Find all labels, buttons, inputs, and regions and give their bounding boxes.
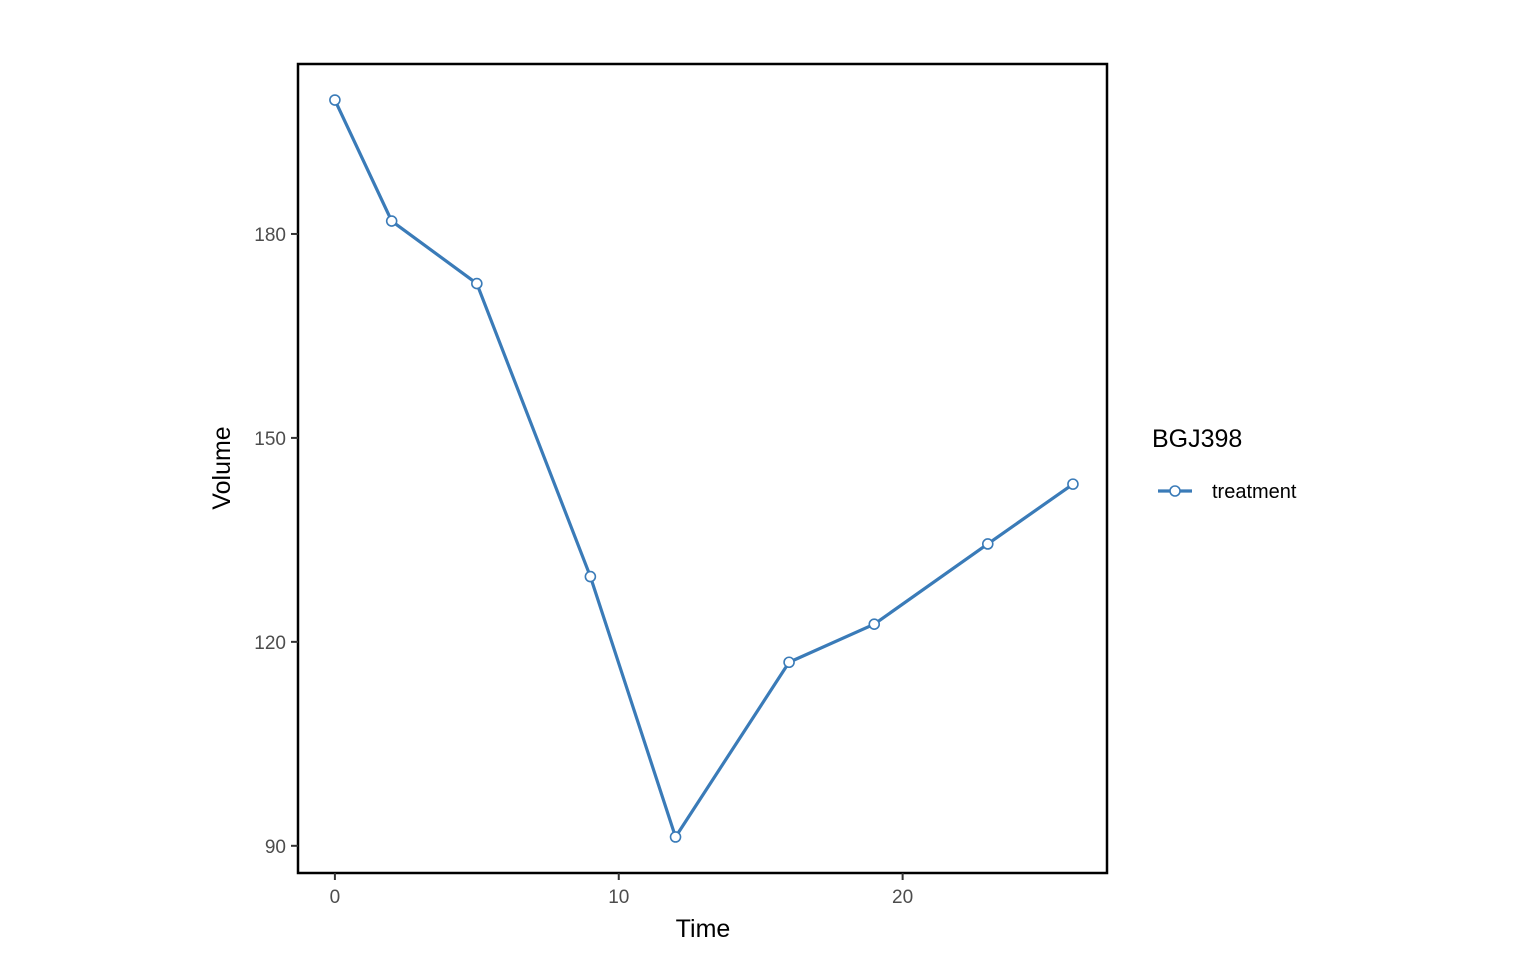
legend: BGJ398 treatment [1152,425,1297,503]
data-point-treatment-4 [669,831,682,843]
y-tick-label-90: 90 [265,837,286,858]
legend-key-point [1169,485,1181,497]
data-point-treatment-1 [385,215,398,227]
y-axis: 90 120 150 180 [254,225,298,858]
legend-title: BGJ398 [1152,425,1242,453]
data-point-treatment-6 [868,618,881,630]
data-point-treatment-2 [471,277,483,290]
data-point-treatment-8 [1067,478,1079,490]
x-tick-label-20: 20 [892,887,913,908]
x-axis-title: Time [676,915,731,943]
y-tick-label-120: 120 [254,633,286,654]
y-tick-label-180: 180 [254,225,286,246]
data-point-treatment-5 [783,656,795,669]
data-point-treatment-0 [329,94,341,106]
x-tick-label-0: 0 [330,887,341,908]
legend-label-treatment: treatment [1212,481,1297,503]
data-point-treatment-3 [584,570,597,583]
series-layer [329,94,1079,843]
y-tick-label-150: 150 [254,429,286,450]
y-axis-title: Volume [208,426,236,509]
x-axis: 0 10 20 [330,873,913,908]
x-tick-label-10: 10 [608,887,629,908]
data-point-treatment-7 [981,538,994,550]
plot-panel [296,62,1109,875]
legend-key-treatment [1158,485,1192,497]
